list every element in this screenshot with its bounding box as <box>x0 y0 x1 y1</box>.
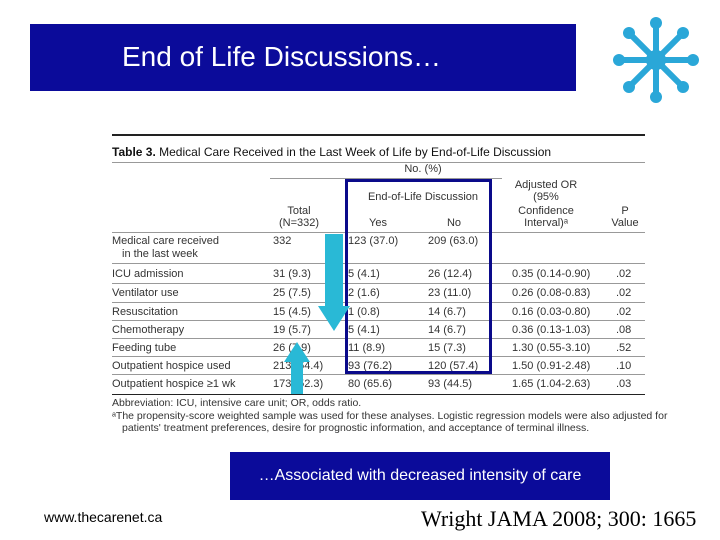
header-no: No <box>446 217 462 229</box>
table-footnote-abbrev: Abbreviation: ICU, intensive care unit; … <box>112 397 362 409</box>
table-footnote-a: ᵃThe propensity-score weighted sample wa… <box>112 410 668 422</box>
header-no-pct: No. (%) <box>404 163 442 175</box>
arrow-up-icon <box>284 342 310 394</box>
row-aor: 0.35 (0.14-0.90) <box>512 268 591 280</box>
header-aor-4: Interval)ᵃ <box>524 217 568 229</box>
snowflake-network-icon <box>613 17 699 103</box>
header-total-n: (N=332) <box>278 217 320 229</box>
row-label: Outpatient hospice used <box>112 360 231 372</box>
row-total: 31 (9.3) <box>273 268 311 280</box>
row-label: Feeding tube <box>112 342 177 354</box>
row-rule <box>112 338 645 339</box>
table-title-text: Medical Care Received in the Last Week o… <box>155 145 552 159</box>
row-aor: 1.50 (0.91-2.48) <box>512 360 591 372</box>
row-yes: 11 (8.9) <box>348 342 386 354</box>
header-aor-3: Confidence <box>518 205 574 217</box>
row-label: Outpatient hospice ≥1 wk <box>112 378 236 390</box>
row-no: 209 (63.0) <box>428 235 479 247</box>
row-total: 332 <box>273 235 292 247</box>
table-footnote-a-cont: patients' treatment preferences, desire … <box>122 422 590 434</box>
table-row: Ventilator use 25 (7.5) 2 (1.6) 23 (11.0… <box>112 284 645 302</box>
table-row: Resuscitation 15 (4.5) 1 (0.8) 14 (6.7) … <box>112 303 645 321</box>
row-yes: 5 (4.1) <box>348 268 380 280</box>
row-label: Chemotherapy <box>112 324 185 336</box>
row-p: .02 <box>616 287 632 299</box>
row-p: .08 <box>616 324 632 336</box>
row-total: 15 (4.5) <box>273 306 311 318</box>
citation: Wright JAMA 2008; 300: 1665 <box>421 506 697 531</box>
header-bottom-rule <box>112 232 645 233</box>
row-yes: 5 (4.1) <box>348 324 380 336</box>
row-label: Ventilator use <box>112 287 179 299</box>
slide-title-bar: End of Life Discussions… <box>30 24 576 91</box>
caption-banner: …Associated with decreased intensity of … <box>230 452 610 500</box>
row-no: 23 (11.0) <box>428 287 472 299</box>
header-total: Total <box>287 205 311 217</box>
header-eol: End-of-Life Discussion <box>367 191 479 203</box>
table-number: Table 3. <box>112 145 156 159</box>
table-row: Outpatient hospice used 213 (64.4) 93 (7… <box>112 357 645 375</box>
table-row: Chemotherapy 19 (5.7) 5 (4.1) 14 (6.7) 0… <box>112 321 645 339</box>
table-row: Outpatient hospice ≥1 wk 173 (52.3) 80 (… <box>112 375 645 393</box>
row-p: .10 <box>616 360 632 372</box>
row-no: 14 (6.7) <box>428 306 466 318</box>
row-total: 19 (5.7) <box>273 324 311 336</box>
row-aor: 0.16 (0.03-0.80) <box>512 306 591 318</box>
row-no: 15 (7.3) <box>428 342 466 354</box>
row-yes: 2 (1.6) <box>348 287 380 299</box>
row-yes: 93 (76.2) <box>348 360 393 372</box>
table-row: ICU admission 31 (9.3) 5 (4.1) 26 (12.4)… <box>112 265 645 283</box>
row-label-2: in the last week <box>122 248 198 260</box>
header-rule <box>270 178 502 179</box>
row-label: ICU admission <box>112 268 184 280</box>
row-no: 26 (12.4) <box>428 268 473 280</box>
arrow-down-icon <box>318 234 350 331</box>
website-link[interactable]: www.thecarenet.ca <box>44 509 163 525</box>
row-no: 120 (57.4) <box>428 360 479 372</box>
row-p: .02 <box>616 306 632 318</box>
row-total: 25 (7.5) <box>273 287 311 299</box>
row-no: 93 (44.5) <box>428 378 473 390</box>
header-p-2: Value <box>611 217 639 229</box>
row-rule <box>112 320 645 321</box>
row-label: Resuscitation <box>112 306 179 318</box>
header-aor-2: (95% <box>533 191 559 203</box>
slide-title: End of Life Discussions… <box>122 41 442 72</box>
row-rule <box>112 302 645 303</box>
row-yes: 123 (37.0) <box>348 235 399 247</box>
row-no: 14 (6.7) <box>428 324 466 336</box>
header-yes: Yes <box>369 217 387 229</box>
caption-text: …Associated with decreased intensity of … <box>258 467 582 484</box>
table-title: Table 3. Medical Care Received in the La… <box>112 145 551 159</box>
header-aor-1: Adjusted OR <box>514 179 578 191</box>
table-rule <box>112 162 645 163</box>
table-row: Feeding tube 26 (7.9) 11 (8.9) 15 (7.3) … <box>112 339 645 357</box>
row-aor: 0.36 (0.13-1.03) <box>512 324 591 336</box>
row-p: .03 <box>616 378 632 390</box>
row-yes: 1 (0.8) <box>348 306 380 318</box>
row-p: .02 <box>616 268 632 280</box>
table-top-rule <box>112 134 645 136</box>
results-table: Table 3. Medical Care Received in the La… <box>112 134 667 441</box>
end-of-life-highlight-box <box>345 179 492 374</box>
row-yes: 80 (65.6) <box>348 378 393 390</box>
header-p-1: P <box>621 205 629 217</box>
table-bottom-rule <box>112 394 645 395</box>
row-aor: 0.26 (0.08-0.83) <box>512 287 591 299</box>
row-aor: 1.30 (0.55-3.10) <box>512 342 591 354</box>
table-row: Medical care received in the last week 3… <box>112 234 645 262</box>
row-rule <box>112 263 645 264</box>
row-rule <box>112 374 645 375</box>
row-rule <box>112 356 645 357</box>
row-aor: 1.65 (1.04-2.63) <box>512 378 591 390</box>
row-label: Medical care received <box>112 235 219 247</box>
row-p: .52 <box>616 342 632 354</box>
row-rule <box>112 283 645 284</box>
